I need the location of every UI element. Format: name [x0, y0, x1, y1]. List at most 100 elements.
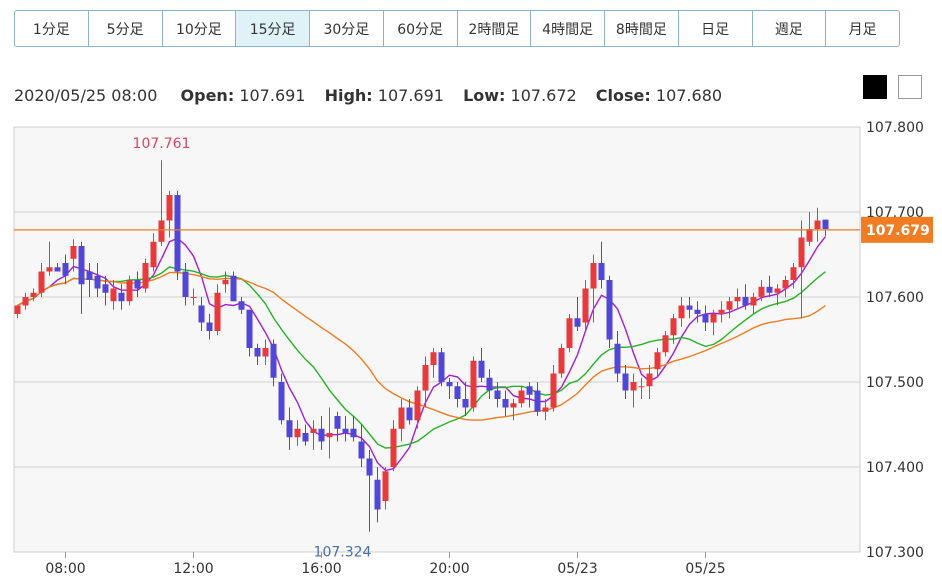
- candle-body: [758, 286, 765, 297]
- candle-body: [574, 318, 581, 327]
- candle-body: [126, 280, 133, 302]
- candle-body: [462, 399, 469, 408]
- candle-body: [262, 348, 269, 357]
- candle-body: [198, 305, 205, 323]
- candle-body: [518, 390, 525, 404]
- plot-area: [13, 126, 861, 553]
- candle-body: [278, 382, 285, 421]
- candle-body: [494, 390, 501, 399]
- candle-body: [150, 241, 157, 268]
- high-marker-label: 107.761: [133, 136, 191, 152]
- candle-body: [414, 390, 421, 421]
- close-value: 107.680: [655, 86, 723, 105]
- candle-body: [182, 271, 189, 297]
- y-tick-label: 107.500: [866, 375, 924, 391]
- current-price-label: 107.679: [866, 223, 930, 239]
- candle-body: [374, 479, 381, 510]
- x-tick-label: 16:00: [301, 561, 341, 577]
- tab-60min[interactable]: 60分足: [384, 11, 458, 46]
- candle-body: [214, 292, 221, 331]
- ohlc-readout: 2020/05/25 08:00 Open: 107.691 High: 107…: [14, 86, 722, 105]
- candle-body: [102, 284, 109, 293]
- candle-body: [30, 292, 37, 297]
- tab-5min[interactable]: 5分足: [89, 11, 163, 46]
- candle-body: [166, 195, 173, 221]
- candle-body: [582, 288, 589, 323]
- candle-body: [694, 309, 701, 314]
- candle-body: [790, 267, 797, 280]
- candle-body: [70, 246, 77, 259]
- candle-body: [238, 301, 245, 310]
- candle-body: [254, 348, 261, 357]
- candle-body: [94, 275, 101, 289]
- candle-body: [14, 305, 21, 314]
- low-value: 107.672: [510, 86, 577, 105]
- candle-body: [774, 288, 781, 293]
- candle-body: [310, 428, 317, 433]
- candle-body: [158, 220, 165, 242]
- candle-body: [534, 390, 541, 412]
- tab-15min[interactable]: 15分足: [236, 11, 310, 46]
- candle-body: [430, 352, 437, 365]
- ma-short-line: [17, 236, 827, 472]
- current-price-tag: [861, 216, 933, 243]
- candle-body: [734, 297, 741, 302]
- tab-10min[interactable]: 10分足: [163, 11, 237, 46]
- candle-body: [358, 441, 365, 459]
- candle-body: [134, 280, 141, 289]
- candle-body: [542, 407, 549, 412]
- candle-body: [302, 433, 309, 442]
- candle-body: [478, 360, 485, 378]
- candle-body: [590, 263, 597, 289]
- candle-body: [750, 297, 757, 306]
- candle-body: [286, 420, 293, 438]
- candle-body: [606, 280, 613, 340]
- candle-body: [406, 407, 413, 421]
- candle-body: [822, 219, 829, 229]
- candle-body: [782, 280, 789, 289]
- tab-8hour[interactable]: 8時間足: [605, 11, 679, 46]
- candle-body: [270, 343, 277, 378]
- tab-daily[interactable]: 日足: [679, 11, 753, 46]
- candle-body: [438, 352, 445, 382]
- high-value: 107.691: [377, 86, 444, 105]
- light-theme-button[interactable]: [898, 75, 922, 99]
- low-label: Low:: [463, 86, 506, 105]
- candle-body: [510, 403, 517, 408]
- open-value: 107.691: [239, 86, 306, 105]
- candle-body: [382, 471, 389, 501]
- candle-body: [798, 237, 805, 268]
- candle-body: [726, 301, 733, 310]
- candle-body: [670, 318, 677, 336]
- tab-monthly[interactable]: 月足: [848, 21, 877, 38]
- candle-body: [342, 428, 349, 433]
- candle-body: [550, 373, 557, 408]
- candle-body: [702, 314, 709, 323]
- timeframe-tabs: 1分足 5分足 10分足 15分足 30分足 60分足 2時間足 4時間足 8時…: [14, 10, 900, 47]
- y-tick-label: 107.400: [866, 460, 924, 476]
- tab-30min[interactable]: 30分足: [310, 11, 384, 46]
- candle-body: [190, 297, 197, 298]
- tab-weekly[interactable]: 週足: [753, 11, 827, 46]
- dark-theme-button[interactable]: [863, 75, 887, 99]
- tab-2hour[interactable]: 2時間足: [458, 11, 532, 46]
- candle-body: [598, 263, 605, 280]
- x-tick-label: 12:00: [173, 561, 213, 577]
- candle-body: [742, 297, 749, 306]
- ma-long-line: [17, 271, 826, 421]
- x-tick-label: 20:00: [429, 561, 469, 577]
- close-label: Close:: [595, 86, 651, 105]
- tab-4hour[interactable]: 4時間足: [531, 11, 605, 46]
- candle-body: [398, 407, 405, 429]
- candle-body: [350, 428, 357, 438]
- candle-body: [502, 399, 509, 408]
- tab-1min[interactable]: 1分足: [15, 11, 89, 46]
- candle-body: [110, 288, 117, 302]
- x-tick-label: 05/23: [557, 561, 597, 577]
- candle-body: [654, 352, 661, 370]
- candle-body: [318, 428, 325, 442]
- candle-body: [46, 267, 53, 272]
- candle-body: [646, 373, 653, 387]
- low-marker-label: 107.324: [314, 545, 372, 561]
